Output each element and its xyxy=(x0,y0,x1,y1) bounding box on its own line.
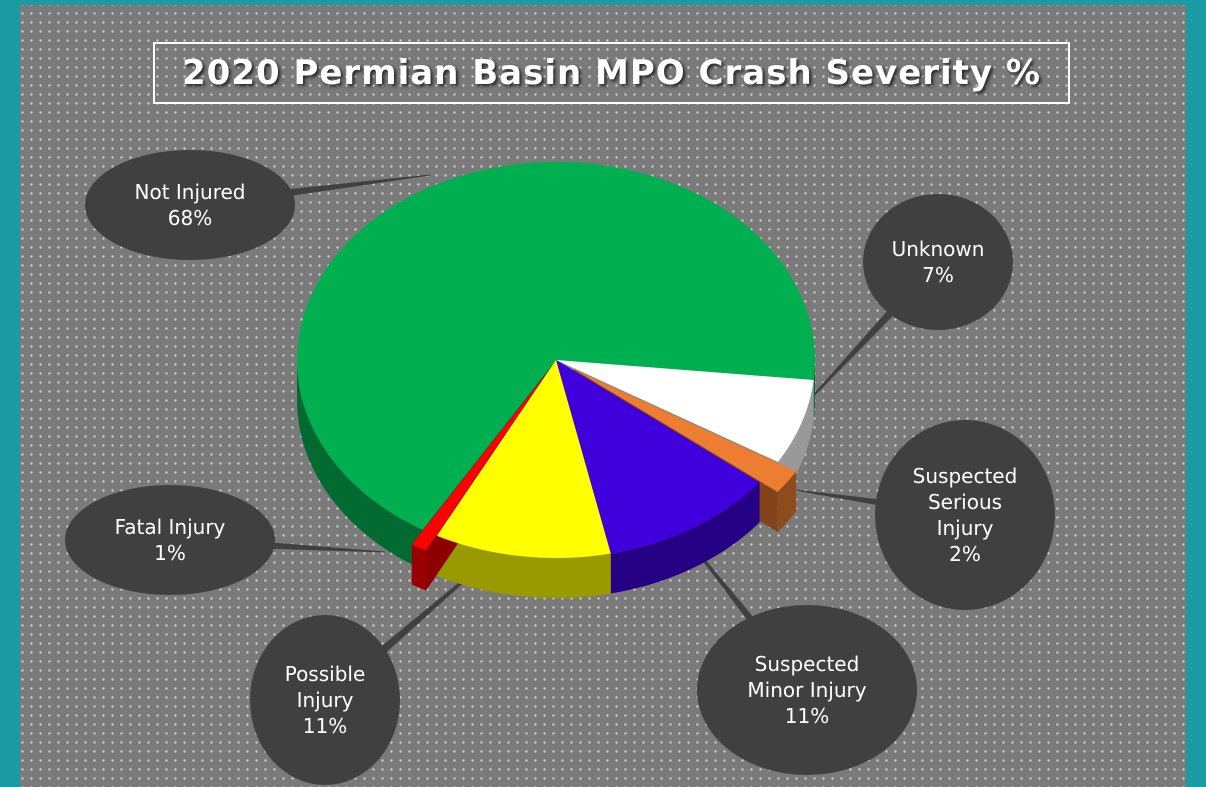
slice xyxy=(297,162,815,530)
data-label: Fatal Injury 1% xyxy=(70,514,270,566)
slice xyxy=(436,360,611,558)
slice-side xyxy=(411,544,427,591)
value-label: 1% xyxy=(154,541,186,565)
value-label: 11% xyxy=(302,714,348,738)
slice xyxy=(411,374,546,551)
label-bubbles xyxy=(65,150,1055,785)
slice-tops xyxy=(297,162,815,558)
category-label: Suspected Serious Injury xyxy=(912,464,1018,540)
label-bubble xyxy=(863,194,1013,330)
category-label: Fatal Injury xyxy=(114,515,226,539)
slice xyxy=(556,360,814,462)
label-bubble xyxy=(65,485,275,595)
data-label: Unknown 7% xyxy=(873,236,1003,288)
slice-side xyxy=(436,535,611,598)
category-label: Unknown xyxy=(891,237,985,261)
data-label: Suspected Minor Injury 11% xyxy=(727,651,887,729)
label-bubble xyxy=(85,150,295,260)
slice xyxy=(574,369,797,492)
value-label: 7% xyxy=(922,263,954,287)
slice-side xyxy=(297,357,423,570)
slice xyxy=(556,360,760,554)
value-label: 2% xyxy=(949,542,981,566)
value-label: 68% xyxy=(167,206,213,230)
label-bubble xyxy=(875,420,1055,610)
category-label: Suspected Minor Injury xyxy=(747,652,867,702)
slice-side xyxy=(610,482,760,594)
data-label: Suspected Serious Injury 2% xyxy=(905,463,1025,567)
label-bubble xyxy=(250,615,400,785)
slice-side xyxy=(813,359,815,421)
category-label: Not Injured xyxy=(134,180,246,204)
data-label: Not Injured 68% xyxy=(90,179,290,231)
chart-title: 2020 Permian Basin MPO Crash Severity % xyxy=(153,42,1070,104)
category-label: Possible Injury xyxy=(284,662,366,712)
slice-side xyxy=(777,471,797,532)
label-bubble xyxy=(697,605,917,775)
value-label: 11% xyxy=(784,704,830,728)
data-label: Possible Injury 11% xyxy=(275,661,375,739)
